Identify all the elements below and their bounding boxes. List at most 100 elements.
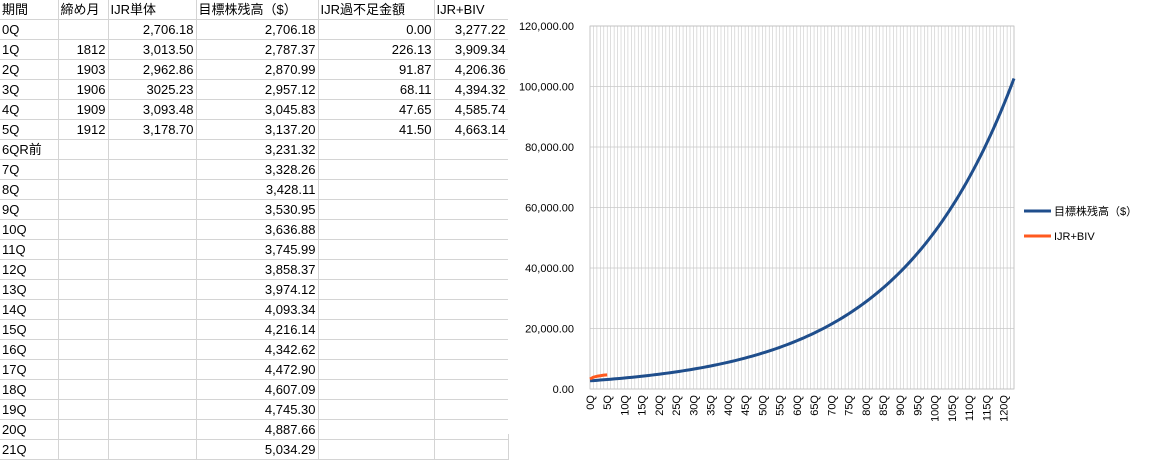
table-cell[interactable] (434, 199, 509, 220)
table-cell[interactable] (58, 139, 109, 160)
table-cell[interactable] (108, 199, 197, 220)
table-cell[interactable] (318, 299, 435, 320)
table-cell[interactable] (318, 319, 435, 340)
table-cell[interactable] (434, 139, 509, 160)
header-cell[interactable]: IJR+BIV (434, 0, 509, 20)
table-cell[interactable] (434, 359, 509, 380)
table-cell[interactable]: 3,974.12 (196, 279, 319, 300)
table-cell[interactable]: 3Q (0, 79, 59, 100)
table-cell[interactable] (58, 399, 109, 420)
table-cell[interactable] (434, 159, 509, 180)
table-cell[interactable]: 11Q (0, 239, 59, 260)
table-cell[interactable]: 1906 (58, 79, 109, 100)
header-cell[interactable]: 目標株残高（$） (196, 0, 319, 20)
table-cell[interactable]: 3,277.22 (434, 19, 509, 40)
table-cell[interactable]: 5,034.29 (196, 439, 319, 460)
table-cell[interactable] (434, 179, 509, 200)
table-cell[interactable] (108, 399, 197, 420)
table-cell[interactable]: 4,206.36 (434, 59, 509, 80)
table-cell[interactable] (434, 379, 509, 400)
table-cell[interactable]: 3,428.11 (196, 179, 319, 200)
table-cell[interactable]: 3,636.88 (196, 219, 319, 240)
table-cell[interactable] (108, 239, 197, 260)
table-cell[interactable] (108, 159, 197, 180)
table-cell[interactable] (434, 339, 509, 360)
table-cell[interactable]: 3,093.48 (108, 99, 197, 120)
table-cell[interactable]: 4,093.34 (196, 299, 319, 320)
table-cell[interactable] (58, 379, 109, 400)
table-cell[interactable]: 4,342.62 (196, 339, 319, 360)
table-cell[interactable] (434, 279, 509, 300)
table-cell[interactable] (108, 379, 197, 400)
table-cell[interactable]: 3,530.95 (196, 199, 319, 220)
table-cell[interactable]: 8Q (0, 179, 59, 200)
table-cell[interactable] (318, 159, 435, 180)
table-cell[interactable]: 3,013.50 (108, 39, 197, 60)
table-cell[interactable]: 17Q (0, 359, 59, 380)
table-cell[interactable]: 2Q (0, 59, 59, 80)
table-cell[interactable] (58, 419, 109, 440)
table-cell[interactable] (108, 139, 197, 160)
table-cell[interactable]: 21Q (0, 439, 59, 460)
table-cell[interactable] (58, 279, 109, 300)
table-cell[interactable] (108, 219, 197, 240)
table-cell[interactable]: 10Q (0, 219, 59, 240)
table-cell[interactable] (318, 199, 435, 220)
table-cell[interactable]: 4,607.09 (196, 379, 319, 400)
table-cell[interactable]: 2,957.12 (196, 79, 319, 100)
table-cell[interactable] (318, 419, 435, 440)
table-cell[interactable] (318, 279, 435, 300)
chart-panel[interactable]: 0.00 20,000.00 40,000.00 60,000.00 80,000.00… (508, 0, 1173, 434)
table-cell[interactable]: 2,706.18 (108, 19, 197, 40)
table-cell[interactable]: 16Q (0, 339, 59, 360)
table-cell[interactable]: 3025.23 (108, 79, 197, 100)
table-cell[interactable]: 4,887.66 (196, 419, 319, 440)
table-cell[interactable]: 4,585.74 (434, 99, 509, 120)
table-cell[interactable] (434, 259, 509, 280)
table-cell[interactable] (58, 299, 109, 320)
table-cell[interactable] (318, 339, 435, 360)
table-cell[interactable] (108, 259, 197, 280)
table-cell[interactable]: 1Q (0, 39, 59, 60)
table-cell[interactable]: 4,216.14 (196, 319, 319, 340)
header-cell[interactable]: 締め月 (58, 0, 109, 20)
table-cell[interactable] (318, 259, 435, 280)
table-cell[interactable]: 2,787.37 (196, 39, 319, 60)
table-cell[interactable]: 226.13 (318, 39, 435, 60)
table-cell[interactable] (434, 399, 509, 420)
header-cell[interactable]: 期間 (0, 0, 59, 20)
table-cell[interactable] (108, 339, 197, 360)
table-cell[interactable] (58, 319, 109, 340)
table-cell[interactable]: 13Q (0, 279, 59, 300)
table-cell[interactable]: 18Q (0, 379, 59, 400)
table-cell[interactable]: 9Q (0, 199, 59, 220)
table-cell[interactable] (318, 359, 435, 380)
table-cell[interactable] (434, 319, 509, 340)
table-cell[interactable] (108, 419, 197, 440)
table-cell[interactable]: 12Q (0, 259, 59, 280)
table-cell[interactable]: 3,858.37 (196, 259, 319, 280)
table-cell[interactable] (58, 219, 109, 240)
table-cell[interactable]: 3,178.70 (108, 119, 197, 140)
table-cell[interactable]: 14Q (0, 299, 59, 320)
table-cell[interactable]: 2,870.99 (196, 59, 319, 80)
table-cell[interactable] (58, 179, 109, 200)
table-cell[interactable]: 3,045.83 (196, 99, 319, 120)
table-cell[interactable]: 4,745.30 (196, 399, 319, 420)
table-cell[interactable] (58, 199, 109, 220)
table-cell[interactable]: 4,663.14 (434, 119, 509, 140)
table-cell[interactable]: 2,706.18 (196, 19, 319, 40)
header-cell[interactable]: IJR過不足金額 (318, 0, 435, 20)
table-cell[interactable]: 91.87 (318, 59, 435, 80)
table-cell[interactable] (434, 219, 509, 240)
table-cell[interactable] (434, 299, 509, 320)
table-cell[interactable] (318, 139, 435, 160)
table-cell[interactable] (58, 239, 109, 260)
table-cell[interactable]: 5Q (0, 119, 59, 140)
table-cell[interactable] (58, 259, 109, 280)
table-cell[interactable]: 41.50 (318, 119, 435, 140)
table-cell[interactable]: 6QR前 (0, 139, 59, 160)
table-cell[interactable] (318, 219, 435, 240)
table-cell[interactable] (108, 179, 197, 200)
table-cell[interactable]: 3,328.26 (196, 159, 319, 180)
